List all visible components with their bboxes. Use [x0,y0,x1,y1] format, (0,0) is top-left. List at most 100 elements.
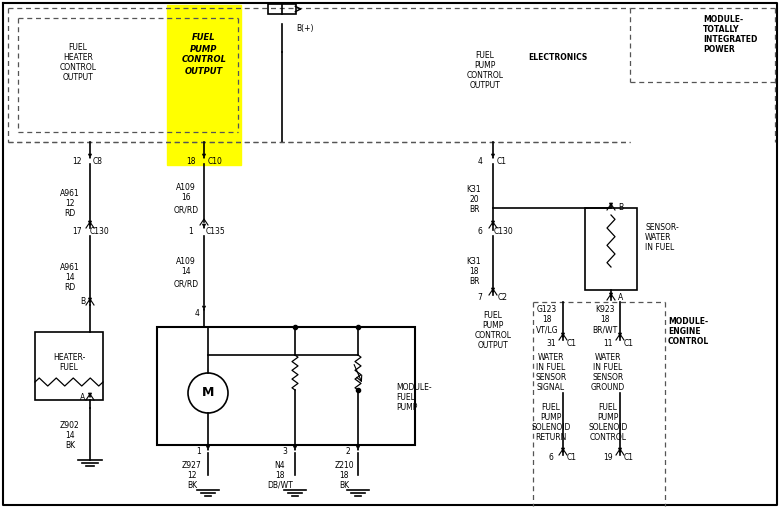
Text: BK: BK [65,440,75,450]
Text: 14: 14 [181,268,191,276]
Text: HEATER: HEATER [63,53,93,62]
Bar [268,4,296,14]
Text: BR/WT: BR/WT [592,326,618,334]
Text: WATER: WATER [645,234,672,242]
Text: CONTROL: CONTROL [182,55,226,65]
Text: FUEL: FUEL [476,50,495,59]
Text: A: A [619,293,624,302]
Text: PUMP: PUMP [597,414,619,423]
Text: 14: 14 [66,430,75,439]
Text: K31: K31 [466,185,481,195]
Text: 1: 1 [197,448,201,457]
Text: 4: 4 [477,156,483,166]
Text: 18: 18 [186,156,196,166]
Text: SENSOR: SENSOR [592,373,624,383]
Text: FUEL: FUEL [192,34,216,43]
Text: Z902: Z902 [60,421,80,429]
Text: IN FUEL: IN FUEL [645,243,674,252]
Text: 11: 11 [603,339,613,348]
Bar [157,327,415,445]
Text: WATER: WATER [594,354,621,363]
Text: CONTROL: CONTROL [59,64,97,73]
Text: FUEL: FUEL [598,403,618,412]
Text: 3: 3 [282,448,288,457]
Text: INTEGRATED: INTEGRATED [703,36,757,45]
Text: PUMP: PUMP [396,403,417,412]
Text: ENGINE: ENGINE [668,328,700,336]
Text: OUTPUT: OUTPUT [185,67,223,76]
Text: 6: 6 [548,454,554,462]
Text: FUEL: FUEL [69,44,87,52]
Bar [585,208,637,290]
Text: C130: C130 [90,228,110,237]
Text: 4: 4 [194,308,200,318]
Text: ELECTRONICS: ELECTRONICS [528,52,587,61]
Text: MODULE-: MODULE- [703,16,743,24]
Text: 18: 18 [470,268,479,276]
Text: OUTPUT: OUTPUT [477,340,509,350]
Text: C1: C1 [567,454,577,462]
Text: SENSOR-: SENSOR- [645,224,679,233]
Text: 1: 1 [189,228,193,237]
Text: BK: BK [187,481,197,490]
Text: MODULE-: MODULE- [396,384,431,393]
Text: M: M [202,387,215,399]
Text: C1: C1 [624,339,634,348]
Text: PUMP: PUMP [474,60,495,70]
Text: FUEL: FUEL [59,364,79,372]
Text: B: B [619,204,623,212]
Text: C1: C1 [497,156,507,166]
Text: SIGNAL: SIGNAL [537,384,565,393]
Text: RD: RD [65,208,76,217]
Text: FUEL: FUEL [484,310,502,320]
Text: SOLENOID: SOLENOID [531,424,571,432]
Text: GROUND: GROUND [591,384,625,393]
Bar [167,5,241,165]
Text: 12: 12 [73,156,82,166]
Text: 18: 18 [339,470,349,480]
Text: A: A [80,393,86,401]
Text: FUEL: FUEL [396,394,415,402]
Text: 14: 14 [66,273,75,282]
Text: RD: RD [65,283,76,293]
Text: 18: 18 [542,315,551,325]
Text: C8: C8 [93,156,103,166]
Text: 7: 7 [477,294,483,302]
Text: 20: 20 [470,196,479,205]
Text: 19: 19 [603,454,613,462]
Text: BR: BR [469,277,479,287]
Text: HEATER-: HEATER- [53,354,85,363]
Text: A109: A109 [176,183,196,193]
Text: FUEL: FUEL [541,403,561,412]
Text: C10: C10 [207,156,222,166]
Bar [35,332,103,400]
Text: Z210: Z210 [334,460,354,469]
Text: SENSOR: SENSOR [535,373,566,383]
Text: K923: K923 [595,305,615,314]
Text: Z927: Z927 [182,460,202,469]
Text: DB/WT: DB/WT [267,481,292,490]
Text: 16: 16 [181,194,191,203]
Text: POWER: POWER [703,46,735,54]
Text: B: B [80,298,86,306]
Text: 2: 2 [346,448,350,457]
Text: C2: C2 [498,294,508,302]
Text: CONTROL: CONTROL [474,331,512,339]
Text: 18: 18 [601,315,610,325]
Text: SOLENOID: SOLENOID [588,424,628,432]
Text: A109: A109 [176,258,196,267]
Text: 12: 12 [187,470,197,480]
Text: MODULE-: MODULE- [668,318,708,327]
Text: C130: C130 [493,228,513,237]
Text: C1: C1 [624,454,634,462]
Text: G123: G123 [537,305,557,314]
Text: PUMP: PUMP [541,414,562,423]
Text: CONTROL: CONTROL [466,71,504,79]
Text: VT/LG: VT/LG [536,326,558,334]
Text: C135: C135 [206,228,226,237]
Text: C1: C1 [567,339,577,348]
Text: 17: 17 [73,228,82,237]
Text: BK: BK [339,481,349,490]
Text: TOTALLY: TOTALLY [703,25,739,35]
Text: N4: N4 [275,460,285,469]
